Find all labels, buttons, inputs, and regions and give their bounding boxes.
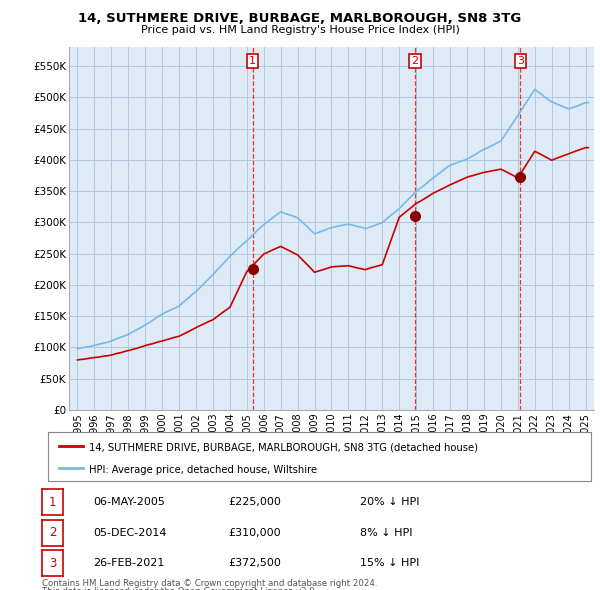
Text: HPI: Average price, detached house, Wiltshire: HPI: Average price, detached house, Wilt…: [89, 465, 317, 475]
Text: 3: 3: [49, 557, 56, 570]
Text: 2: 2: [411, 56, 418, 66]
Text: 20% ↓ HPI: 20% ↓ HPI: [360, 497, 419, 507]
Text: Contains HM Land Registry data © Crown copyright and database right 2024.: Contains HM Land Registry data © Crown c…: [42, 579, 377, 588]
Text: 14, SUTHMERE DRIVE, BURBAGE, MARLBOROUGH, SN8 3TG (detached house): 14, SUTHMERE DRIVE, BURBAGE, MARLBOROUGH…: [89, 442, 478, 453]
Text: 1: 1: [249, 56, 256, 66]
Text: £310,000: £310,000: [228, 528, 281, 537]
Text: 3: 3: [517, 56, 524, 66]
Text: 14, SUTHMERE DRIVE, BURBAGE, MARLBOROUGH, SN8 3TG: 14, SUTHMERE DRIVE, BURBAGE, MARLBOROUGH…: [79, 12, 521, 25]
Text: 05-DEC-2014: 05-DEC-2014: [93, 528, 167, 537]
Text: 15% ↓ HPI: 15% ↓ HPI: [360, 559, 419, 568]
Text: £372,500: £372,500: [228, 559, 281, 568]
Text: 8% ↓ HPI: 8% ↓ HPI: [360, 528, 413, 537]
Text: Price paid vs. HM Land Registry's House Price Index (HPI): Price paid vs. HM Land Registry's House …: [140, 25, 460, 35]
Text: This data is licensed under the Open Government Licence v3.0.: This data is licensed under the Open Gov…: [42, 587, 317, 590]
Text: 26-FEB-2021: 26-FEB-2021: [93, 559, 164, 568]
Text: 06-MAY-2005: 06-MAY-2005: [93, 497, 165, 507]
Text: 1: 1: [49, 496, 56, 509]
Text: £225,000: £225,000: [228, 497, 281, 507]
Text: 2: 2: [49, 526, 56, 539]
